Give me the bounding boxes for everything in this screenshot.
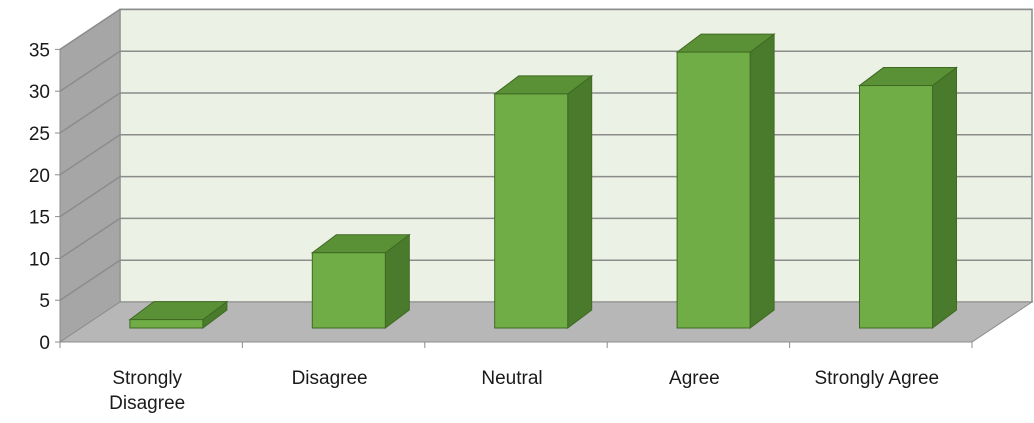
- bar-side: [932, 66, 957, 329]
- bars: [128, 33, 958, 329]
- x-tick-label: Strongly Disagree: [109, 368, 185, 414]
- bar-side: [567, 74, 593, 329]
- bar: [675, 33, 776, 329]
- bar-front: [859, 85, 933, 329]
- y-tick-label: 10: [29, 249, 50, 270]
- x-tick-label: Strongly Agree: [814, 368, 939, 389]
- y-tick-label: 35: [29, 40, 50, 61]
- x-tick-label: Agree: [669, 368, 720, 389]
- x-tick-label: Neutral: [481, 368, 542, 389]
- bar: [858, 66, 958, 329]
- y-tick-label: 20: [29, 166, 50, 187]
- y-tick-label: 25: [29, 124, 50, 145]
- bar: [310, 233, 411, 329]
- bar: [128, 300, 229, 329]
- bar: [493, 74, 594, 329]
- x-axis: Strongly Disagree Disagree Neutral Agree Stro…: [59, 341, 973, 414]
- bar-side: [749, 33, 775, 329]
- bar-front: [129, 319, 204, 329]
- y-tick-label: 15: [29, 208, 50, 229]
- side-wall: [59, 8, 121, 343]
- y-tick-label: 5: [39, 291, 50, 312]
- x-tick-label: Disagree: [292, 368, 368, 389]
- bar-front: [311, 252, 386, 329]
- gridline: [59, 8, 1032, 51]
- bar-front: [494, 93, 569, 329]
- y-axis: 0 5 10 15 20 25 30 35: [29, 40, 61, 354]
- bar-front: [676, 51, 751, 329]
- y-tick-label: 30: [29, 82, 50, 103]
- y-tick-label: 0: [39, 333, 50, 354]
